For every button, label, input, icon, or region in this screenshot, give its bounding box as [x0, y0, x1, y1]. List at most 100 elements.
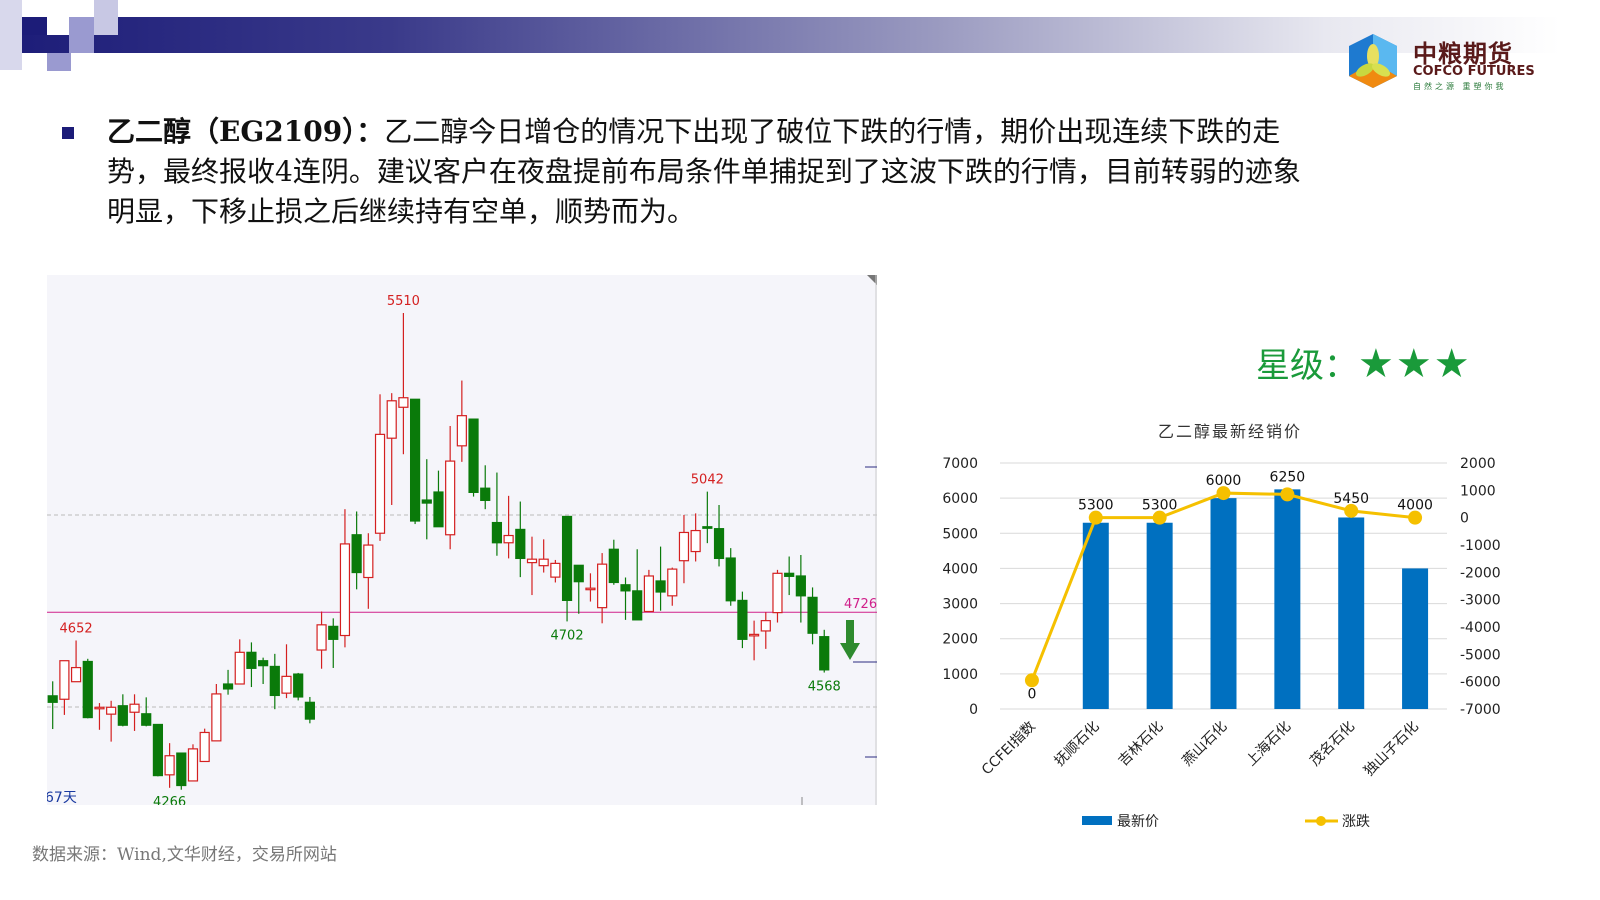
candle-body: [152, 723, 164, 777]
candle-body: [702, 526, 713, 529]
candle: [667, 567, 678, 606]
candle-body: [632, 590, 643, 621]
candle: [725, 548, 736, 606]
left-axis-tick: 7000: [942, 456, 978, 472]
candle-body: [643, 575, 654, 613]
candle-body: [503, 534, 514, 544]
candle: [187, 744, 199, 782]
candle-body: [526, 558, 538, 564]
candle-body: [293, 673, 304, 698]
legend-bar-icon: [1082, 816, 1112, 825]
candle: [795, 554, 806, 623]
bar-data-label: 0: [1027, 686, 1036, 702]
price-bar: [1274, 489, 1301, 709]
candle-body: [667, 568, 678, 597]
star-icons: ★★★: [1358, 341, 1472, 387]
candle: [374, 394, 386, 541]
left-axis-tick: 2000: [942, 632, 978, 648]
change-point: [1344, 503, 1359, 518]
candle-body: [760, 620, 771, 632]
price-annotation: 4266: [153, 795, 186, 805]
candle: [468, 418, 479, 497]
candle-body: [386, 400, 397, 439]
candle-body: [281, 675, 292, 694]
candle-body: [655, 580, 666, 593]
price-annotation: 5042: [691, 473, 724, 488]
candle: [690, 513, 701, 562]
candle: [515, 501, 526, 578]
right-axis-tick: -3000: [1460, 593, 1501, 609]
candle-body: [690, 529, 701, 553]
candle-body: [456, 415, 467, 447]
analysis-paragraph: 乙二醇（EG2109）：乙二醇今日增仓的情况下出现了破位下跌的行情，期价出现连续…: [107, 112, 1527, 232]
candle-body: [573, 564, 584, 583]
right-axis-tick: -5000: [1460, 647, 1501, 663]
candle-body: [819, 636, 830, 671]
candle: [211, 683, 222, 742]
candle: [269, 653, 280, 710]
category-label: CCFEI指数: [979, 719, 1039, 779]
down-arrow-icon: [840, 620, 860, 660]
price-bar: [1402, 568, 1429, 709]
candle: [421, 459, 432, 540]
candle-body: [187, 748, 199, 782]
candle-body: [748, 633, 760, 637]
candle-body: [807, 596, 818, 634]
candle-body: [795, 575, 806, 597]
right-axis-tick: -2000: [1460, 565, 1501, 581]
candle: [678, 514, 690, 584]
candle-body: [339, 543, 351, 637]
category-label: 独山子石化: [1361, 719, 1422, 780]
candle: [363, 533, 374, 609]
candle: [538, 539, 549, 573]
candle-body: [47, 695, 58, 703]
candle: [141, 697, 152, 727]
price-bar: [1210, 498, 1237, 709]
candle-body: [398, 397, 409, 408]
bar-data-label: 6000: [1206, 473, 1242, 489]
candle-body: [772, 572, 783, 614]
candle: [445, 425, 456, 550]
category-label: 茂名石化: [1306, 718, 1358, 770]
candle-body: [328, 625, 339, 640]
bar-data-label: 6250: [1270, 469, 1306, 485]
candle-body: [445, 460, 456, 536]
price-annotation: 5510: [387, 294, 420, 309]
candle-body: [784, 572, 795, 577]
left-axis-tick: 4000: [942, 561, 978, 577]
candle: [643, 569, 654, 613]
bar-data-label: 5300: [1078, 498, 1114, 514]
candle: [199, 728, 210, 763]
header-square: [47, 17, 69, 35]
candle: [234, 639, 245, 685]
bar-data-label: 5450: [1333, 491, 1369, 507]
candle-body: [70, 666, 82, 683]
right-axis-tick: -4000: [1460, 620, 1501, 636]
candle: [807, 587, 818, 645]
candle: [94, 703, 105, 730]
candle-body: [94, 706, 105, 710]
candle-body: [409, 398, 421, 522]
right-axis-tick: -7000: [1460, 702, 1501, 718]
change-point: [1216, 486, 1231, 501]
price-bar: [1082, 522, 1109, 709]
candle: [632, 549, 643, 621]
candle: [597, 553, 608, 624]
candle: [433, 470, 444, 528]
candle: [655, 546, 666, 611]
candle: [737, 591, 748, 649]
bar-chart-title: 乙二醇最新经销价: [1157, 422, 1302, 441]
star-rating: 星级：★★★: [1256, 338, 1472, 387]
rating-label: 星级：: [1256, 346, 1358, 386]
header-bar: [0, 17, 1560, 53]
left-axis-tick: 3000: [942, 597, 978, 613]
candle-body: [351, 534, 362, 574]
candle: [620, 577, 631, 620]
candle-body: [421, 499, 432, 504]
bar-data-label: 4000: [1397, 498, 1433, 514]
cube-logo-icon: [1349, 34, 1397, 88]
legend-label: 涨跌: [1342, 814, 1370, 830]
period-label: 67天: [47, 790, 77, 805]
candle: [819, 629, 830, 673]
candle-body: [374, 433, 386, 534]
